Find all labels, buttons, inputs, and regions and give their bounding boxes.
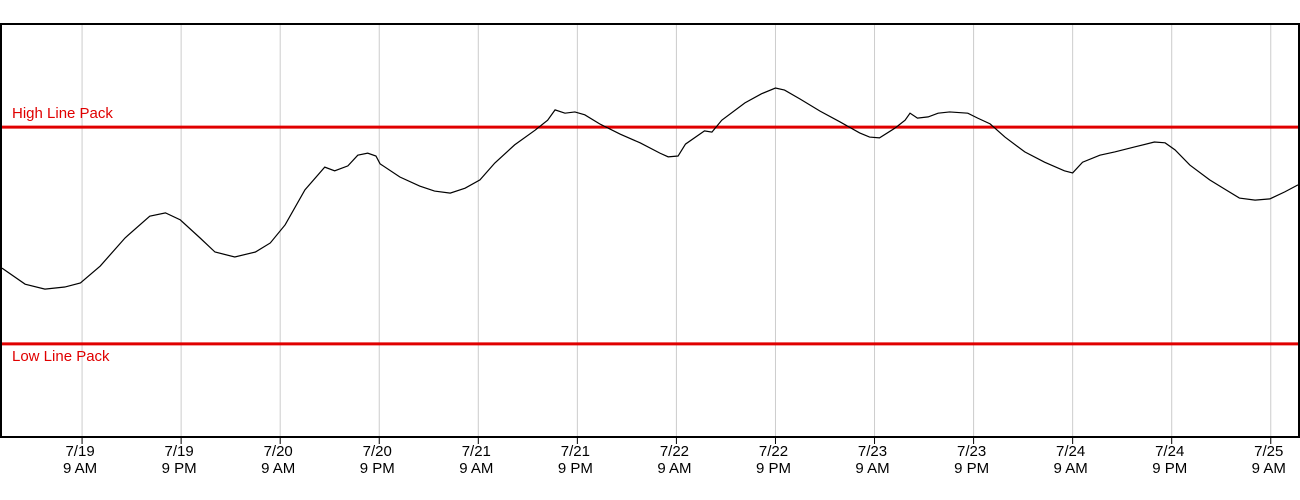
x-tick-label: 7/22 bbox=[759, 443, 788, 460]
x-tick-label: 7/22 bbox=[660, 443, 689, 460]
x-tick-label: 9 AM bbox=[1054, 460, 1088, 477]
x-tick-label: 7/20 bbox=[264, 443, 293, 460]
x-tick-label: 9 AM bbox=[1252, 460, 1286, 477]
data-line bbox=[1, 87, 1299, 290]
x-tick-label: 9 AM bbox=[855, 460, 889, 477]
x-tick-label: 7/25 bbox=[1254, 443, 1283, 460]
x-tick-label: 7/23 bbox=[957, 443, 986, 460]
x-tick-label: 9 PM bbox=[360, 460, 395, 477]
x-tick-label: 7/19 bbox=[165, 443, 194, 460]
x-tick-label: 7/24 bbox=[1155, 443, 1184, 460]
x-tick-label: 9 AM bbox=[657, 460, 691, 477]
x-tick-label: 7/24 bbox=[1056, 443, 1085, 460]
x-tick-label: 9 PM bbox=[756, 460, 791, 477]
plot-frame bbox=[0, 23, 1300, 438]
x-tick-label: 9 PM bbox=[1152, 460, 1187, 477]
x-tick-label: 9 PM bbox=[954, 460, 989, 477]
x-tick-label: 9 PM bbox=[558, 460, 593, 477]
x-tick-label: 9 PM bbox=[162, 460, 197, 477]
x-tick-label: 9 AM bbox=[261, 460, 295, 477]
x-tick-label: 7/20 bbox=[363, 443, 392, 460]
x-tick-label: 9 AM bbox=[63, 460, 97, 477]
x-tick-label: 7/23 bbox=[858, 443, 887, 460]
x-tick-label: 9 AM bbox=[459, 460, 493, 477]
x-tick-label: 7/19 bbox=[65, 443, 94, 460]
reference-label: Low Line Pack bbox=[12, 348, 110, 365]
x-tick-label: 7/21 bbox=[561, 443, 590, 460]
reference-label: High Line Pack bbox=[12, 105, 113, 122]
x-tick-label: 7/21 bbox=[462, 443, 491, 460]
